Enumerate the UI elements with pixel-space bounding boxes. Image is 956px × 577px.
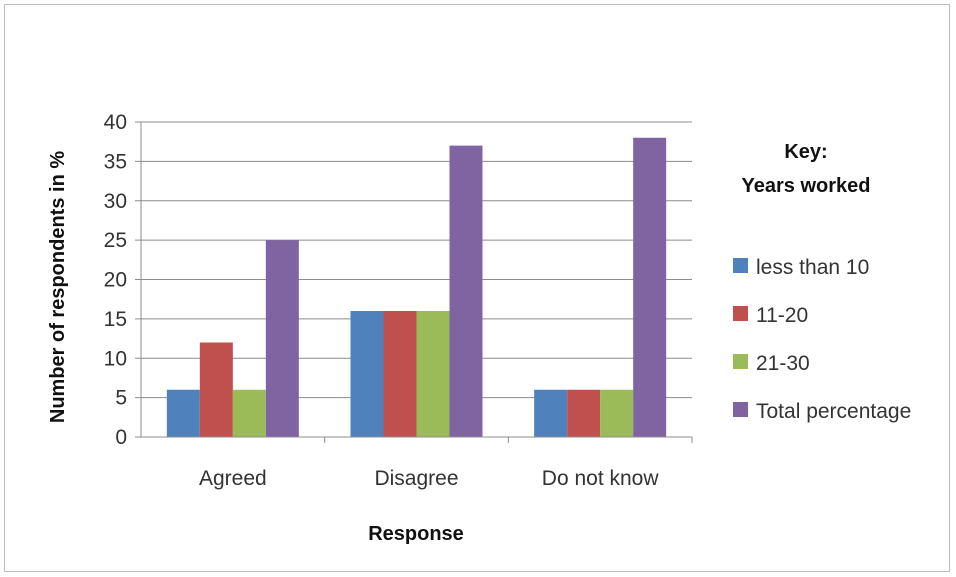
legend-label: less than 10 xyxy=(756,256,869,279)
legend-items: less than 10 11-20 21-30 Total percentage xyxy=(733,256,911,423)
y-tick-label: 40 xyxy=(104,111,127,134)
legend-swatch xyxy=(733,306,748,321)
bar-disagree-2 xyxy=(383,311,417,437)
bar-disagree-3 xyxy=(416,311,450,437)
y-tick-label: 30 xyxy=(104,190,127,213)
y-axis-title: Number of respondents in % xyxy=(47,151,69,423)
bar-disagree-4 xyxy=(449,145,483,437)
bars xyxy=(166,137,667,437)
bar-disagree-1 xyxy=(350,311,384,437)
y-tick-label: 25 xyxy=(104,229,127,252)
legend-title-line2: Years worked xyxy=(742,175,871,197)
y-tick-label: 35 xyxy=(104,150,127,173)
x-axis-title: Response xyxy=(368,523,464,545)
legend-swatch xyxy=(733,258,748,273)
y-tick-label: 20 xyxy=(104,269,127,292)
bar-agreed-4 xyxy=(265,240,299,437)
bar-agreed-1 xyxy=(166,389,200,437)
legend-label: 21-30 xyxy=(756,352,810,375)
legend-title-line1: Key: xyxy=(784,141,827,163)
y-tick-label: 10 xyxy=(104,347,127,370)
x-category-label: Do not know xyxy=(542,467,660,490)
x-category-labels: Agreed Disagree Do not know xyxy=(199,467,659,490)
y-tick-label: 15 xyxy=(104,308,127,331)
legend-swatch xyxy=(733,354,748,369)
bar-agreed-2 xyxy=(199,342,233,437)
y-tick-labels: 0 5 10 15 20 25 30 35 40 xyxy=(104,111,127,449)
legend-label: 11-20 xyxy=(756,304,808,327)
bar-do-not-know-4 xyxy=(633,137,667,437)
legend-swatch xyxy=(733,402,748,417)
bar-do-not-know-1 xyxy=(534,389,568,437)
bar-agreed-3 xyxy=(232,389,266,437)
bar-do-not-know-3 xyxy=(600,389,634,437)
y-tick-label: 0 xyxy=(115,426,127,449)
axes xyxy=(135,121,693,443)
x-category-label: Agreed xyxy=(199,467,267,490)
legend: Key: Years worked less than 10 11-20 21-30… xyxy=(733,141,911,423)
x-category-label: Disagree xyxy=(374,467,458,490)
legend-label: Total percentage xyxy=(756,400,911,423)
y-tick-label: 5 xyxy=(115,387,127,410)
bar-do-not-know-2 xyxy=(567,389,601,437)
